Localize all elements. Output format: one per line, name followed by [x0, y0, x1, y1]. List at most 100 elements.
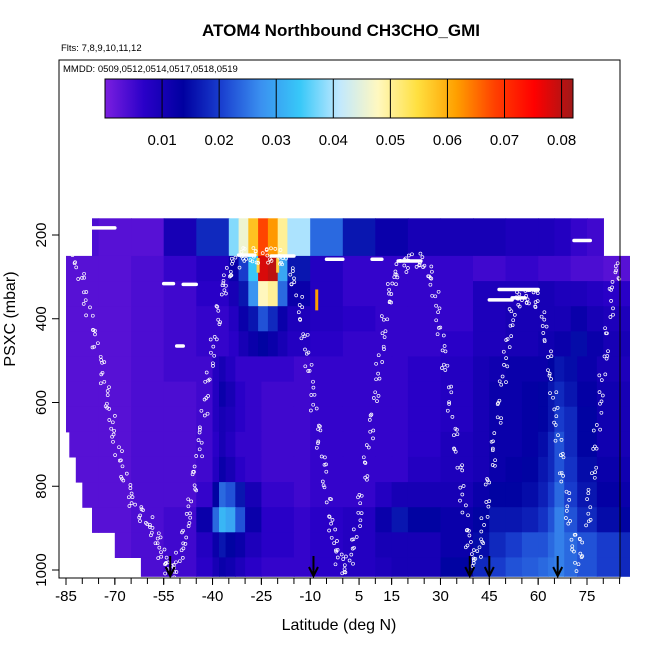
heatmap-cell — [66, 406, 100, 433]
track-point — [387, 300, 392, 305]
track-point — [354, 535, 359, 539]
track-point — [564, 509, 569, 513]
track-point — [107, 385, 111, 390]
track-point — [138, 519, 142, 523]
heatmap-cells — [66, 218, 630, 577]
track-point — [216, 308, 221, 313]
track-point — [351, 527, 356, 532]
track-point — [88, 305, 92, 310]
track-point — [215, 305, 220, 309]
track-point — [144, 521, 148, 525]
track-point — [482, 523, 486, 527]
heatmap-cell — [554, 306, 572, 332]
track-point — [603, 326, 607, 331]
track-point — [611, 306, 615, 311]
track-point — [212, 335, 217, 339]
x-tick-label: -40 — [202, 588, 224, 605]
track-point — [228, 269, 233, 274]
track-point — [186, 504, 191, 509]
track-point — [559, 470, 564, 475]
track-point — [452, 433, 456, 438]
heatmap-cell — [619, 507, 630, 533]
track-point — [461, 484, 466, 488]
heatmap-cell — [310, 482, 344, 508]
track-point — [435, 332, 440, 337]
heatmap-cell — [293, 482, 311, 508]
heatmap-cell — [258, 331, 269, 357]
track-point — [613, 264, 618, 269]
track-point — [90, 313, 95, 318]
track-point — [516, 302, 521, 307]
track-point — [334, 548, 338, 553]
track-point — [568, 519, 572, 523]
track-point — [305, 332, 310, 337]
track-point — [610, 285, 614, 290]
flight-arrow-head — [308, 566, 319, 579]
heatmap-cell — [473, 356, 490, 383]
heatmap-cell — [92, 218, 100, 257]
heatmap-cell — [98, 482, 132, 508]
track-point — [505, 337, 510, 341]
track-point — [588, 505, 593, 510]
track-point — [362, 460, 367, 465]
heatmap-cell — [196, 431, 214, 458]
heatmap-cell — [235, 507, 246, 533]
track-point — [471, 561, 476, 565]
heatmap-cell — [554, 281, 572, 307]
track-point — [542, 310, 547, 315]
track-point — [597, 390, 602, 394]
track-point — [533, 304, 538, 309]
heatmap-cell — [310, 306, 344, 332]
track-point — [99, 372, 104, 377]
track-point — [120, 464, 125, 469]
heatmap-cell — [375, 406, 393, 433]
heatmap-cell — [248, 306, 259, 332]
track-point — [332, 541, 336, 546]
heatmap-cell — [261, 557, 295, 577]
heatmap-cell — [375, 281, 409, 307]
track-point — [570, 544, 575, 549]
track-point — [80, 276, 84, 280]
track-point — [371, 396, 376, 400]
heatmap-cell — [342, 456, 376, 483]
track-point — [559, 438, 564, 442]
heatmap-cell — [547, 456, 555, 483]
heatmap-cell — [473, 456, 490, 483]
track-point — [163, 571, 167, 576]
heatmap-cell — [473, 306, 507, 332]
heatmap-cell — [596, 507, 621, 533]
heatmap-cell — [131, 306, 165, 332]
track-point — [473, 556, 478, 561]
track-point — [192, 470, 196, 474]
track-point — [177, 559, 182, 564]
track-point — [365, 474, 370, 478]
heatmap-cell — [342, 557, 376, 577]
track-point — [342, 570, 347, 575]
track-point — [481, 541, 486, 545]
track-point — [429, 276, 434, 281]
heatmap-cell — [248, 255, 259, 282]
track-point — [605, 331, 609, 336]
track-point — [333, 527, 338, 532]
heatmap-cell — [391, 381, 409, 408]
heatmap-cell — [225, 557, 236, 577]
track-point — [442, 362, 446, 367]
heatmap-cell — [245, 381, 262, 408]
heatmap-cell — [310, 381, 344, 408]
track-point — [460, 468, 465, 473]
heatmap-cell — [219, 381, 227, 408]
track-point — [414, 265, 419, 269]
heatmap-cell — [596, 381, 621, 408]
track-point — [112, 428, 117, 433]
heatmap-cell — [277, 255, 289, 282]
heatmap-cell — [98, 331, 132, 357]
heatmap-cell — [293, 431, 311, 458]
heatmap-cell — [554, 381, 565, 408]
track-point — [394, 262, 399, 266]
heatmap-cell — [248, 218, 259, 257]
heatmap-cell — [277, 306, 289, 332]
x-tick-label: -70 — [104, 588, 126, 605]
heatmap-cell — [212, 456, 220, 483]
track-point — [193, 487, 198, 491]
heatmap-cell — [596, 406, 621, 433]
